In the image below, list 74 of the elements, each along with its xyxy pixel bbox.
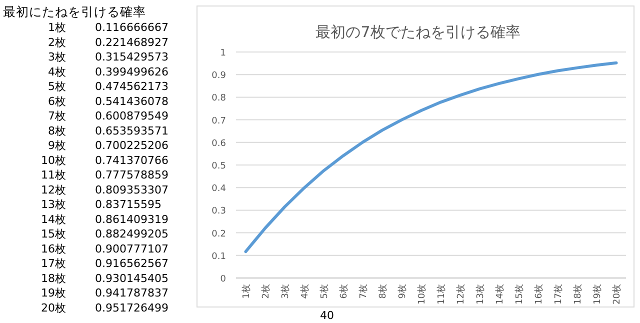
text: 40 (320, 309, 334, 322)
y-tick-label: 11枚 (41, 168, 66, 182)
x-tick-label: 4枚 (299, 284, 310, 299)
x-tick-label: 6枚 (338, 284, 350, 299)
y-tick-label: 0.8 (212, 94, 226, 104)
data-label: 0.399499626 (95, 65, 168, 78)
y-tick-label: 0.7 (212, 116, 226, 126)
y-tick-label: 14枚 (41, 212, 66, 226)
x-tick-label: 13枚 (474, 284, 486, 304)
y-tick-label: 10枚 (41, 154, 66, 167)
x-tick-label: 18枚 (572, 284, 584, 304)
data-label: 0.541436078 (95, 94, 168, 108)
line-series (244, 61, 618, 254)
data-label: 0.916562567 (95, 257, 168, 270)
x-tick-label: 10枚 (416, 284, 428, 304)
data-label: 0.900777107 (95, 242, 168, 256)
y-tick-label: 16枚 (41, 242, 66, 256)
x-tick-label: 3枚 (280, 284, 291, 299)
x-tick-label: 17枚 (552, 284, 564, 304)
data-label: 0.474562173 (95, 80, 168, 93)
x-tick-label: 9枚 (396, 284, 408, 299)
data-label: 0.315429573 (95, 50, 168, 64)
data-label: 0.700225206 (95, 139, 168, 152)
y-tick-label: 3枚 (48, 50, 66, 64)
y-tick-label: 7枚 (48, 110, 66, 122)
data-label: 0.809353307 (95, 183, 168, 196)
data-label: 0.741370766 (95, 154, 168, 167)
x-tick-label: 15枚 (514, 284, 525, 304)
y-tick-label: 20枚 (41, 301, 66, 314)
chart-title: 最初にたねを引ける確率 (3, 4, 146, 19)
x-tick-label: 19枚 (592, 284, 603, 304)
y-tick-label: 0 (220, 274, 226, 284)
y-tick-label: 0.9 (212, 71, 226, 82)
chart-title: 最初の7枚でたねを引ける確率 (316, 23, 520, 41)
y-tick-label: 4枚 (48, 65, 66, 78)
y-tick-label: 2枚 (48, 36, 66, 49)
data-label: 0.653593571 (95, 124, 168, 138)
y-tick-label: 1枚 (48, 21, 66, 34)
data-label: 0.221468927 (95, 36, 168, 49)
x-tick-label: 7枚 (358, 284, 369, 299)
data-label: 0.861409319 (95, 212, 168, 226)
data-label: 0.882499205 (95, 228, 168, 240)
y-tick-label: 13枚 (41, 198, 66, 211)
y-tick-label: 17枚 (41, 257, 66, 270)
y-tick-label: 0.5 (212, 162, 226, 172)
y-tick-label: 0.4 (212, 184, 226, 194)
x-tick-label: 14枚 (494, 284, 506, 304)
data-label: 0.930145405 (95, 272, 168, 285)
x-tick-label: 1枚 (240, 284, 252, 299)
data-label: 0.941787837 (95, 286, 168, 300)
y-tick-label: 6枚 (48, 94, 66, 108)
y-tick-label: 0.6 (212, 138, 226, 149)
y-tick-label: 12枚 (41, 183, 66, 196)
y-tick-label: 9枚 (48, 139, 66, 152)
data-label: 0.951726499 (95, 301, 168, 314)
y-tick-label: 15枚 (41, 228, 66, 240)
data-label: 0.600879549 (95, 110, 168, 122)
y-tick-label: 8枚 (48, 124, 66, 138)
x-tick-label: 8枚 (377, 284, 388, 299)
x-tick-label: 12枚 (455, 284, 466, 304)
y-tick-label: 0.3 (212, 206, 226, 217)
data-label: 0.83715595 (95, 198, 162, 211)
y-tick-label: 0.1 (212, 252, 226, 262)
x-tick-label: 5枚 (318, 284, 330, 299)
y-tick-label: 5枚 (48, 80, 66, 93)
x-tick-label: 20枚 (611, 284, 622, 304)
data-label: 0.116666667 (95, 21, 168, 34)
x-tick-label: 2枚 (260, 284, 272, 299)
y-tick-label: 1 (220, 48, 226, 58)
x-tick-label: 11枚 (436, 284, 447, 304)
x-tick-label: 16枚 (533, 284, 544, 304)
y-tick-label: 0.2 (212, 229, 226, 240)
data-label: 0.777578859 (95, 168, 168, 182)
y-tick-label: 18枚 (41, 272, 66, 285)
